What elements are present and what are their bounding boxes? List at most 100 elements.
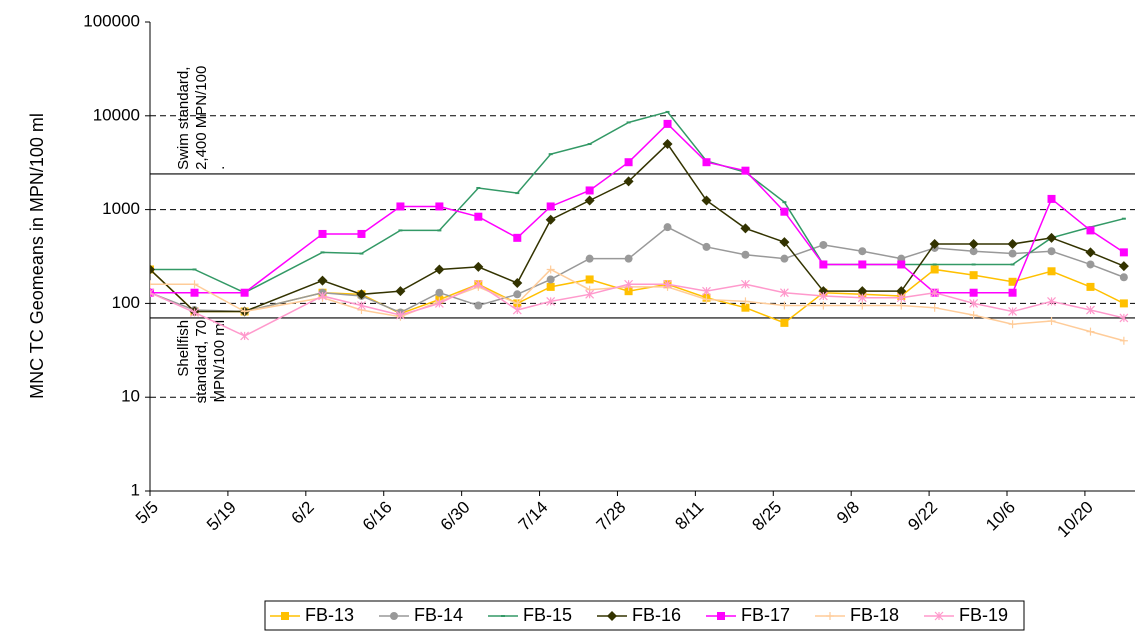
marker xyxy=(150,288,155,298)
marker xyxy=(434,298,444,308)
marker xyxy=(826,612,834,620)
marker xyxy=(780,254,789,263)
y-tick-label: 100 xyxy=(112,293,140,312)
marker xyxy=(741,297,750,306)
marker xyxy=(1047,296,1056,306)
marker xyxy=(1047,194,1056,203)
marker xyxy=(1118,261,1129,272)
marker xyxy=(546,275,555,284)
x-tick-label: 5/5 xyxy=(132,498,162,528)
reference-label: . xyxy=(211,166,228,170)
marker xyxy=(663,279,672,289)
marker xyxy=(435,288,444,297)
marker xyxy=(1086,327,1095,336)
x-tick-label: 6/2 xyxy=(288,498,318,528)
marker xyxy=(1047,267,1056,276)
legend-label: FB-13 xyxy=(305,605,354,625)
marker xyxy=(969,247,978,256)
marker xyxy=(585,289,595,299)
marker xyxy=(512,305,522,315)
marker xyxy=(897,301,906,310)
marker xyxy=(702,242,711,251)
marker xyxy=(702,295,711,304)
x-tick-label: 10/6 xyxy=(982,498,1019,535)
marker xyxy=(1119,248,1128,257)
marker xyxy=(473,279,483,289)
marker xyxy=(513,290,522,299)
marker xyxy=(190,308,199,317)
marker xyxy=(240,331,250,341)
marker xyxy=(317,275,328,286)
marker xyxy=(584,195,595,206)
marker xyxy=(930,303,939,312)
marker xyxy=(395,310,405,320)
marker xyxy=(1008,288,1017,297)
marker xyxy=(968,238,979,249)
marker xyxy=(1086,305,1095,315)
marker xyxy=(779,288,789,298)
marker xyxy=(663,223,672,232)
marker xyxy=(969,288,978,297)
marker xyxy=(702,286,711,296)
marker xyxy=(190,288,199,297)
marker xyxy=(1085,247,1096,258)
marker xyxy=(624,287,633,296)
reference-label: Shellfish xyxy=(175,320,192,377)
series-line xyxy=(150,111,1125,294)
marker xyxy=(969,271,978,280)
marker xyxy=(857,293,867,303)
marker xyxy=(780,301,789,310)
marker xyxy=(934,611,944,621)
series-line xyxy=(150,268,1125,324)
marker xyxy=(1086,282,1095,291)
legend-label: FB-19 xyxy=(959,605,1008,625)
marker xyxy=(1119,299,1128,308)
marker xyxy=(930,265,939,274)
marker xyxy=(434,264,445,275)
marker xyxy=(819,260,828,269)
reference-label: MPN/100 ml xyxy=(211,320,228,403)
marker xyxy=(740,223,751,234)
reference-label: standard, 70 xyxy=(193,320,210,403)
marker xyxy=(929,238,940,249)
y-tick-label: 10000 xyxy=(93,105,140,124)
x-tick-label: 6/30 xyxy=(437,498,474,535)
marker xyxy=(1008,249,1017,258)
y-tick-label: 1 xyxy=(131,480,140,499)
marker xyxy=(780,318,789,327)
reference-label: Swim standard, xyxy=(175,67,192,170)
marker xyxy=(607,611,617,621)
x-tick-label: 9/8 xyxy=(833,498,863,528)
x-tick-label: 9/22 xyxy=(904,498,941,535)
marker xyxy=(1119,313,1129,323)
marker xyxy=(818,291,828,301)
marker xyxy=(1047,316,1056,325)
marker xyxy=(819,240,828,249)
x-tick-label: 6/16 xyxy=(359,498,396,535)
legend-label: FB-15 xyxy=(523,605,572,625)
marker xyxy=(240,288,249,297)
marker xyxy=(240,307,249,316)
marker xyxy=(741,279,750,289)
marker xyxy=(717,612,725,620)
marker xyxy=(318,229,327,238)
series-line xyxy=(150,268,1125,342)
legend-label: FB-14 xyxy=(414,605,463,625)
marker xyxy=(1008,307,1017,316)
x-tick-label: 5/19 xyxy=(203,498,240,535)
marker xyxy=(1119,336,1128,345)
marker xyxy=(969,311,978,320)
marker xyxy=(1047,247,1056,256)
x-tick-label: 10/20 xyxy=(1053,498,1097,542)
marker xyxy=(474,301,483,310)
marker xyxy=(857,286,868,297)
x-tick-label: 7/28 xyxy=(593,498,630,535)
marker xyxy=(473,261,484,272)
plot-area xyxy=(150,110,1129,345)
marker xyxy=(396,202,405,211)
legend-label: FB-17 xyxy=(741,605,790,625)
marker xyxy=(1086,260,1095,269)
marker xyxy=(1007,238,1018,249)
marker xyxy=(897,260,906,269)
